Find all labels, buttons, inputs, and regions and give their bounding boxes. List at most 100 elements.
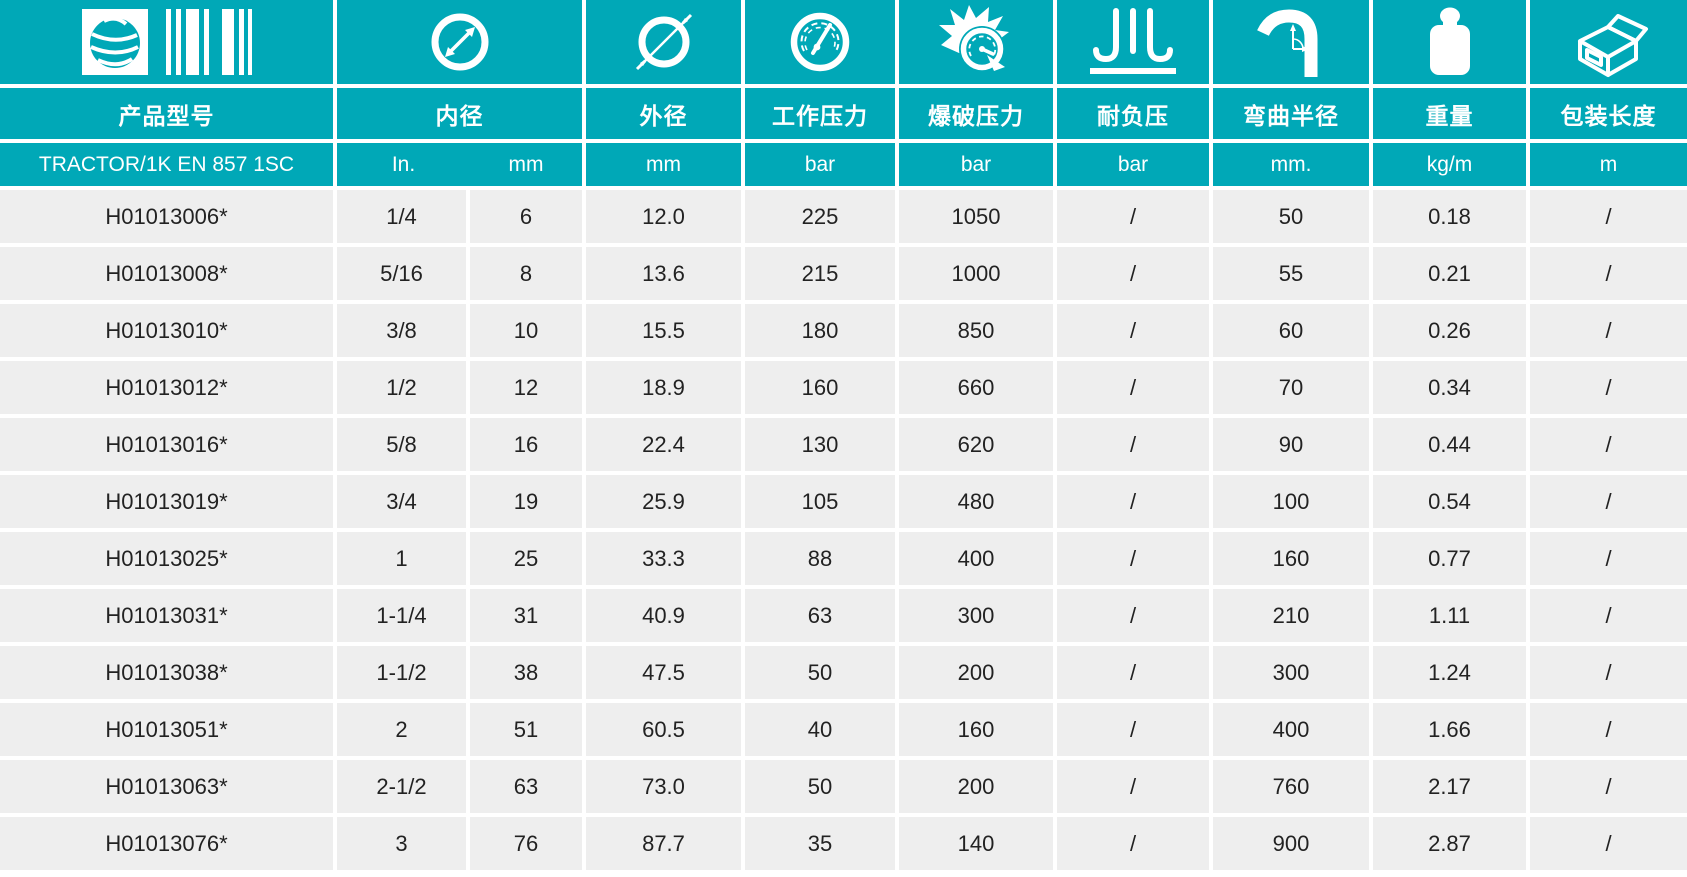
table-row: H01013008* 5/16 8 13.6 215 1000 / 55 0.2…: [0, 247, 1687, 300]
cell-burst-pressure: 1050: [899, 190, 1053, 243]
cell-product-code: H01013038*: [0, 646, 333, 699]
col-header-model: 产品型号: [0, 88, 333, 139]
cell-working-pressure: 130: [745, 418, 895, 471]
cell-od-mm: 18.9: [586, 361, 741, 414]
cell-package-length: /: [1530, 475, 1687, 528]
cell-vacuum: /: [1057, 418, 1209, 471]
cell-weight: 2.17: [1373, 760, 1526, 813]
cell-id-inch: 2-1/2: [337, 760, 466, 813]
cell-vacuum: /: [1057, 247, 1209, 300]
cell-product-code: H01013025*: [0, 532, 333, 585]
cell-burst-pressure: 400: [899, 532, 1053, 585]
outer-diameter-icon: [586, 0, 741, 84]
cell-bend-radius: 300: [1213, 646, 1369, 699]
cell-id-mm: 38: [470, 646, 582, 699]
cell-working-pressure: 225: [745, 190, 895, 243]
cell-package-length: /: [1530, 532, 1687, 585]
cell-burst-pressure: 200: [899, 760, 1053, 813]
cell-id-inch: 1-1/4: [337, 589, 466, 642]
package-length-icon: [1530, 0, 1687, 84]
col-header-weight: 重量: [1373, 88, 1526, 139]
cell-working-pressure: 40: [745, 703, 895, 756]
cell-package-length: /: [1530, 760, 1687, 813]
cell-od-mm: 13.6: [586, 247, 741, 300]
cell-package-length: /: [1530, 646, 1687, 699]
table-row: H01013006* 1/4 6 12.0 225 1050 / 50 0.18…: [0, 190, 1687, 243]
cell-product-code: H01013063*: [0, 760, 333, 813]
cell-bend-radius: 60: [1213, 304, 1369, 357]
table-row: H01013019* 3/4 19 25.9 105 480 / 100 0.5…: [0, 475, 1687, 528]
header-icon-row: [0, 0, 1687, 84]
cell-product-code: H01013016*: [0, 418, 333, 471]
cell-id-mm: 76: [470, 817, 582, 870]
cell-od-mm: 40.9: [586, 589, 741, 642]
header-label-row: 产品型号 内径 外径 工作压力 爆破压力 耐负压 弯曲半径 重量 包装长度: [0, 88, 1687, 139]
cell-vacuum: /: [1057, 475, 1209, 528]
cell-product-code: H01013031*: [0, 589, 333, 642]
inner-diameter-icon: [337, 0, 582, 84]
cell-weight: 1.66: [1373, 703, 1526, 756]
col-header-inner-diameter: 内径: [337, 88, 582, 139]
table-row: H01013010* 3/8 10 15.5 180 850 / 60 0.26…: [0, 304, 1687, 357]
cell-od-mm: 87.7: [586, 817, 741, 870]
cell-weight: 2.87: [1373, 817, 1526, 870]
cell-package-length: /: [1530, 361, 1687, 414]
cell-package-length: /: [1530, 589, 1687, 642]
cell-package-length: /: [1530, 817, 1687, 870]
cell-vacuum: /: [1057, 190, 1209, 243]
cell-vacuum: /: [1057, 703, 1209, 756]
cell-bend-radius: 160: [1213, 532, 1369, 585]
cell-bend-radius: 210: [1213, 589, 1369, 642]
cell-working-pressure: 50: [745, 760, 895, 813]
cell-weight: 0.77: [1373, 532, 1526, 585]
logo-barcode-icon: [0, 0, 333, 84]
cell-working-pressure: 88: [745, 532, 895, 585]
cell-id-inch: 3: [337, 817, 466, 870]
cell-product-code: H01013076*: [0, 817, 333, 870]
cell-product-code: H01013051*: [0, 703, 333, 756]
cell-burst-pressure: 300: [899, 589, 1053, 642]
cell-vacuum: /: [1057, 817, 1209, 870]
cell-bend-radius: 70: [1213, 361, 1369, 414]
cell-od-mm: 25.9: [586, 475, 741, 528]
cell-id-inch: 5/16: [337, 247, 466, 300]
burst-pressure-icon: [899, 0, 1053, 84]
series-name: TRACTOR/1K EN 857 1SC: [0, 143, 333, 186]
table-row: H01013025* 1 25 33.3 88 400 / 160 0.77 /: [0, 532, 1687, 585]
cell-id-mm: 16: [470, 418, 582, 471]
unit-inch: In.: [391, 152, 416, 176]
unit-package-length: m: [1530, 143, 1687, 186]
cell-od-mm: 12.0: [586, 190, 741, 243]
cell-vacuum: /: [1057, 361, 1209, 414]
cell-id-inch: 1-1/2: [337, 646, 466, 699]
cell-burst-pressure: 140: [899, 817, 1053, 870]
unit-weight: kg/m: [1373, 143, 1526, 186]
cell-burst-pressure: 480: [899, 475, 1053, 528]
cell-vacuum: /: [1057, 304, 1209, 357]
cell-od-mm: 73.0: [586, 760, 741, 813]
cell-bend-radius: 90: [1213, 418, 1369, 471]
cell-id-mm: 25: [470, 532, 582, 585]
cell-working-pressure: 215: [745, 247, 895, 300]
cell-id-inch: 5/8: [337, 418, 466, 471]
cell-od-mm: 15.5: [586, 304, 741, 357]
cell-id-mm: 10: [470, 304, 582, 357]
cell-bend-radius: 400: [1213, 703, 1369, 756]
units-row: TRACTOR/1K EN 857 1SC In. mm mm bar bar …: [0, 143, 1687, 186]
cell-bend-radius: 50: [1213, 190, 1369, 243]
cell-id-mm: 31: [470, 589, 582, 642]
cell-product-code: H01013006*: [0, 190, 333, 243]
cell-bend-radius: 100: [1213, 475, 1369, 528]
cell-od-mm: 47.5: [586, 646, 741, 699]
unit-outer-diameter: mm: [586, 143, 741, 186]
cell-weight: 1.11: [1373, 589, 1526, 642]
table-row: H01013016* 5/8 16 22.4 130 620 / 90 0.44…: [0, 418, 1687, 471]
cell-od-mm: 22.4: [586, 418, 741, 471]
cell-product-code: H01013019*: [0, 475, 333, 528]
weight-icon: [1373, 0, 1526, 84]
cell-product-code: H01013010*: [0, 304, 333, 357]
col-header-vacuum: 耐负压: [1057, 88, 1209, 139]
cell-burst-pressure: 660: [899, 361, 1053, 414]
cell-burst-pressure: 200: [899, 646, 1053, 699]
cell-bend-radius: 760: [1213, 760, 1369, 813]
